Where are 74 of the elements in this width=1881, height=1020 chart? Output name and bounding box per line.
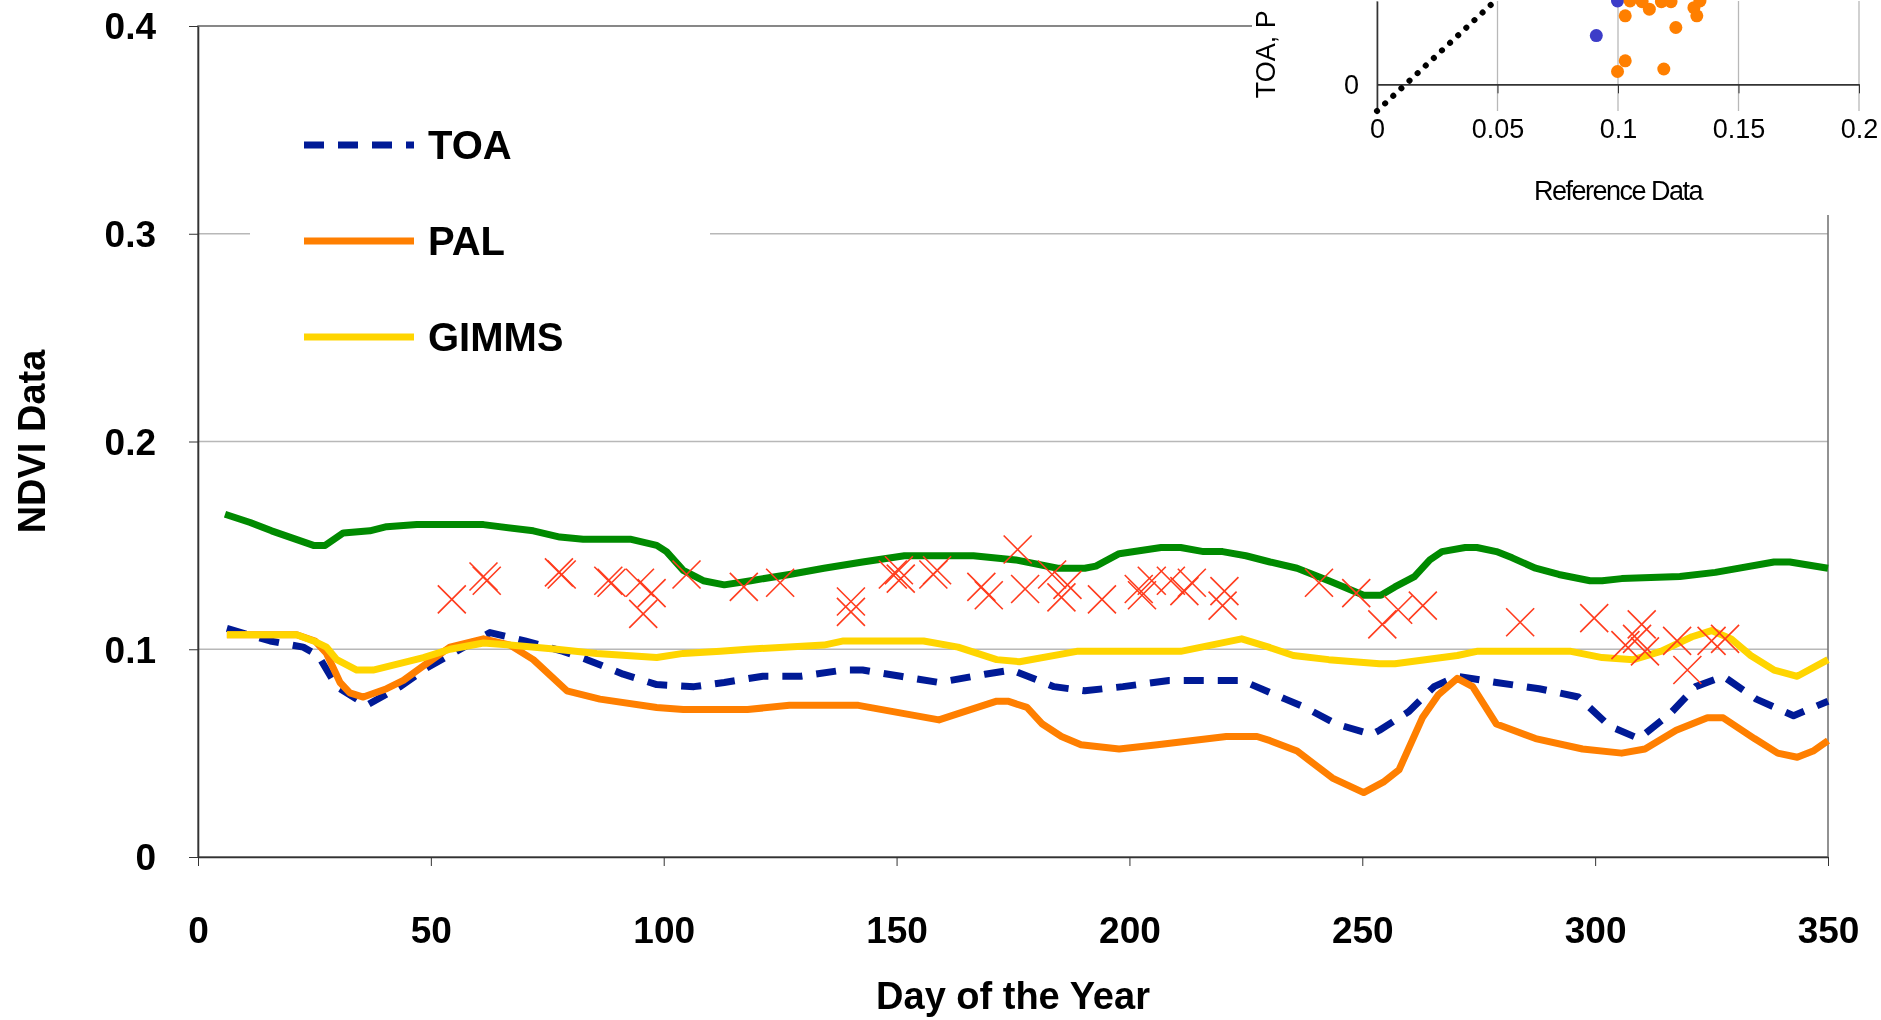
- point: [1611, 65, 1625, 78]
- point: [1672, 655, 1703, 685]
- point: [1002, 534, 1033, 565]
- x-axis-title: Day of the Year: [876, 975, 1151, 1017]
- x-tick-label: 100: [633, 910, 696, 951]
- y-axis-title: NDVI Data: [11, 348, 54, 534]
- point: [966, 572, 997, 602]
- legend-label: PAL: [428, 219, 506, 264]
- point: [836, 597, 866, 627]
- point: [1618, 54, 1632, 68]
- point: [1156, 565, 1186, 596]
- legend-label: GIMMS: [428, 315, 564, 360]
- x-tick-label: 200: [1099, 910, 1161, 951]
- y-axis-title: TOA, P: [1251, 10, 1281, 99]
- point: [1136, 565, 1167, 596]
- point: [1169, 576, 1200, 606]
- legend-label: TOA: [428, 123, 512, 168]
- point: [1408, 590, 1438, 621]
- point: [1579, 603, 1610, 633]
- point: [1657, 62, 1671, 76]
- y-tick-label: 0.1: [104, 629, 156, 671]
- point: [628, 599, 659, 629]
- point: [878, 559, 908, 590]
- x-tick-label: 0.15: [1712, 114, 1766, 145]
- point: [1123, 574, 1154, 604]
- point: [1383, 594, 1413, 625]
- point: [885, 563, 916, 594]
- point: [1589, 29, 1603, 43]
- point: [1618, 9, 1632, 23]
- point: [836, 586, 866, 617]
- point: [1669, 21, 1683, 34]
- point: [1087, 584, 1117, 615]
- x-tick-label: 0.05: [1471, 114, 1525, 145]
- x-axis-title: Reference Data: [1533, 176, 1705, 206]
- point: [1177, 567, 1207, 598]
- point: [1127, 580, 1157, 611]
- y-tick-label: 0: [135, 837, 156, 879]
- point: [1626, 609, 1657, 640]
- x-tick-label: 50: [410, 910, 452, 951]
- x-tick-label: 250: [1331, 910, 1394, 951]
- point: [729, 572, 759, 602]
- point: [1010, 574, 1040, 604]
- point: [671, 559, 702, 590]
- point: [1052, 570, 1083, 600]
- point: [636, 578, 667, 608]
- point: [1341, 578, 1372, 608]
- x-tick-label: 0.2: [1840, 114, 1879, 145]
- y-tick-label: 0.3: [104, 214, 156, 256]
- point: [973, 580, 1004, 611]
- point: [1367, 609, 1398, 640]
- point: [884, 555, 914, 586]
- point: [1622, 624, 1652, 654]
- y-tick-label: 0.4: [104, 6, 157, 48]
- y-tick-label: 0.2: [104, 421, 156, 463]
- point: [1207, 590, 1238, 621]
- point: [437, 584, 467, 615]
- x-tick-label: 150: [866, 910, 928, 951]
- x-tick-label: 0: [1369, 114, 1386, 145]
- point: [1505, 607, 1535, 638]
- x-tick-label: 0.1: [1599, 114, 1638, 145]
- point: [1662, 626, 1692, 656]
- annotation: 0: [1343, 69, 1359, 100]
- x-tick-label: 0: [188, 910, 209, 951]
- point: [1046, 582, 1077, 613]
- point: [1710, 624, 1740, 654]
- point: [1209, 576, 1240, 606]
- x-tick-label: 300: [1564, 910, 1627, 951]
- point: [765, 567, 795, 598]
- point: [1610, 630, 1641, 660]
- point: [1630, 636, 1660, 667]
- point: [1696, 626, 1727, 656]
- point: [1304, 567, 1334, 598]
- x-tick-label: 350: [1797, 910, 1860, 951]
- point: [1037, 559, 1067, 590]
